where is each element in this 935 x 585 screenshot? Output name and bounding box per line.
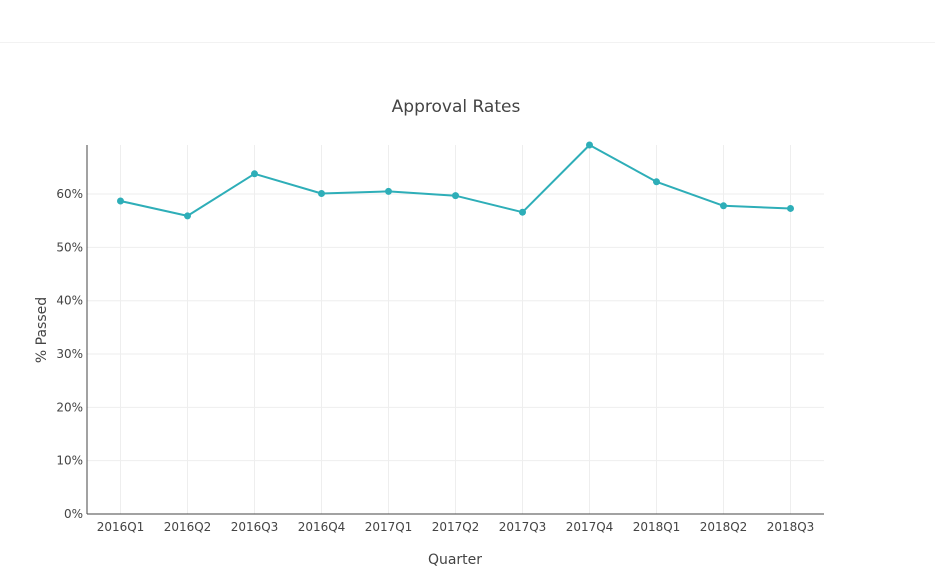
x-tick-label: 2018Q1	[633, 520, 681, 534]
gridlines	[87, 145, 824, 514]
y-tick-label: 50%	[56, 240, 83, 254]
data-point	[653, 178, 660, 186]
x-tick-label: 2017Q1	[365, 520, 413, 534]
data-point	[787, 204, 794, 212]
data-point	[519, 208, 526, 216]
chart-title: Approval Rates	[392, 97, 521, 117]
y-axis-ticks: 0% 10% 20% 30% 40% 50% 60%	[56, 187, 83, 521]
y-tick-label: 40%	[56, 294, 83, 308]
x-tick-label: 2016Q2	[164, 520, 212, 534]
data-point	[251, 170, 258, 178]
data-series	[117, 141, 794, 220]
y-tick-label: 20%	[56, 400, 83, 414]
page-header-strip	[0, 0, 935, 43]
x-tick-label: 2016Q3	[231, 520, 279, 534]
data-point	[586, 141, 593, 149]
x-tick-label: 2016Q1	[97, 520, 145, 534]
x-tick-label: 2018Q3	[767, 520, 815, 534]
data-point	[117, 197, 124, 205]
x-tick-label: 2017Q4	[566, 520, 614, 534]
x-axis-title: Quarter	[428, 552, 482, 568]
y-tick-label: 0%	[64, 507, 83, 521]
axes	[86, 145, 824, 515]
x-tick-label: 2017Q2	[432, 520, 480, 534]
x-tick-label: 2016Q4	[298, 520, 346, 534]
y-tick-label: 60%	[56, 187, 83, 201]
data-point	[720, 202, 727, 210]
y-tick-label: 30%	[56, 347, 83, 361]
data-point	[184, 212, 191, 220]
data-point	[385, 187, 392, 195]
data-point	[318, 190, 325, 198]
y-axis-title: % Passed	[34, 297, 50, 363]
x-tick-label: 2017Q3	[499, 520, 547, 534]
x-tick-label: 2018Q2	[700, 520, 748, 534]
x-axis-ticks: 2016Q1 2016Q2 2016Q3 2016Q4 2017Q1 2017Q2 2017…	[97, 520, 815, 534]
data-point	[452, 192, 459, 200]
y-tick-label: 10%	[56, 454, 83, 468]
